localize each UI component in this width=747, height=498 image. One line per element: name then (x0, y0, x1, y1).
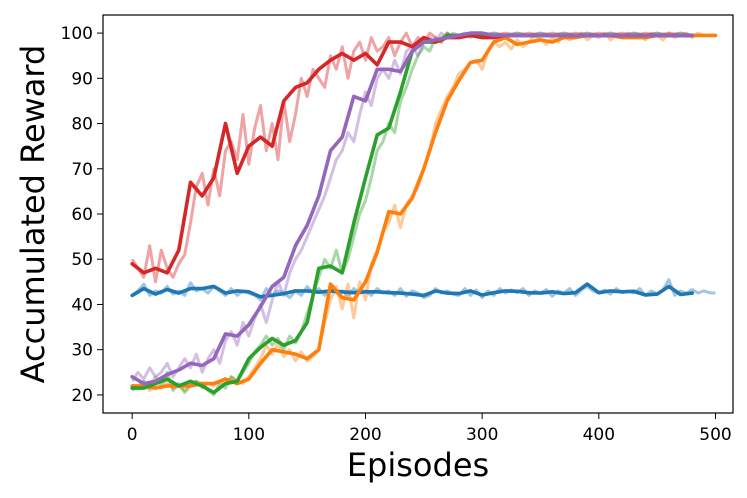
series-2-raw-line (131, 31, 716, 397)
y-axis-label: Accumulated Reward (14, 45, 52, 384)
y-axis-ticks: 20 30 40 50 60 70 80 90 100 (61, 24, 103, 406)
series-1-smoothed-line (130, 33, 718, 390)
y-tick-label: 90 (71, 69, 93, 89)
y-tick-label: 50 (71, 250, 93, 270)
y-tick-label: 30 (71, 341, 93, 361)
series-4-smoothed-line (130, 31, 695, 386)
smoothed-series-group (130, 31, 718, 395)
x-tick-label: 100 (233, 425, 265, 445)
y-tick-label: 100 (61, 24, 93, 44)
x-tick-label: 300 (466, 425, 498, 445)
x-axis-label: Episodes (347, 446, 489, 484)
y-tick-label: 40 (71, 295, 93, 315)
x-tick-label: 0 (127, 425, 138, 445)
x-axis-ticks: 0 100 200 300 400 500 (127, 413, 732, 445)
series-4-raw-line (130, 31, 693, 383)
series-0-smoothed-line (130, 282, 695, 299)
y-tick-label: 20 (71, 386, 93, 406)
y-tick-label: 60 (71, 205, 93, 225)
raw-series-group (130, 31, 716, 397)
x-tick-label: 500 (699, 425, 731, 445)
x-tick-label: 200 (349, 425, 381, 445)
y-tick-label: 80 (71, 115, 93, 135)
x-tick-label: 400 (583, 425, 615, 445)
series-2-smoothed-line (130, 33, 695, 395)
series-1-raw-line (131, 31, 716, 392)
y-tick-label: 70 (71, 160, 93, 180)
